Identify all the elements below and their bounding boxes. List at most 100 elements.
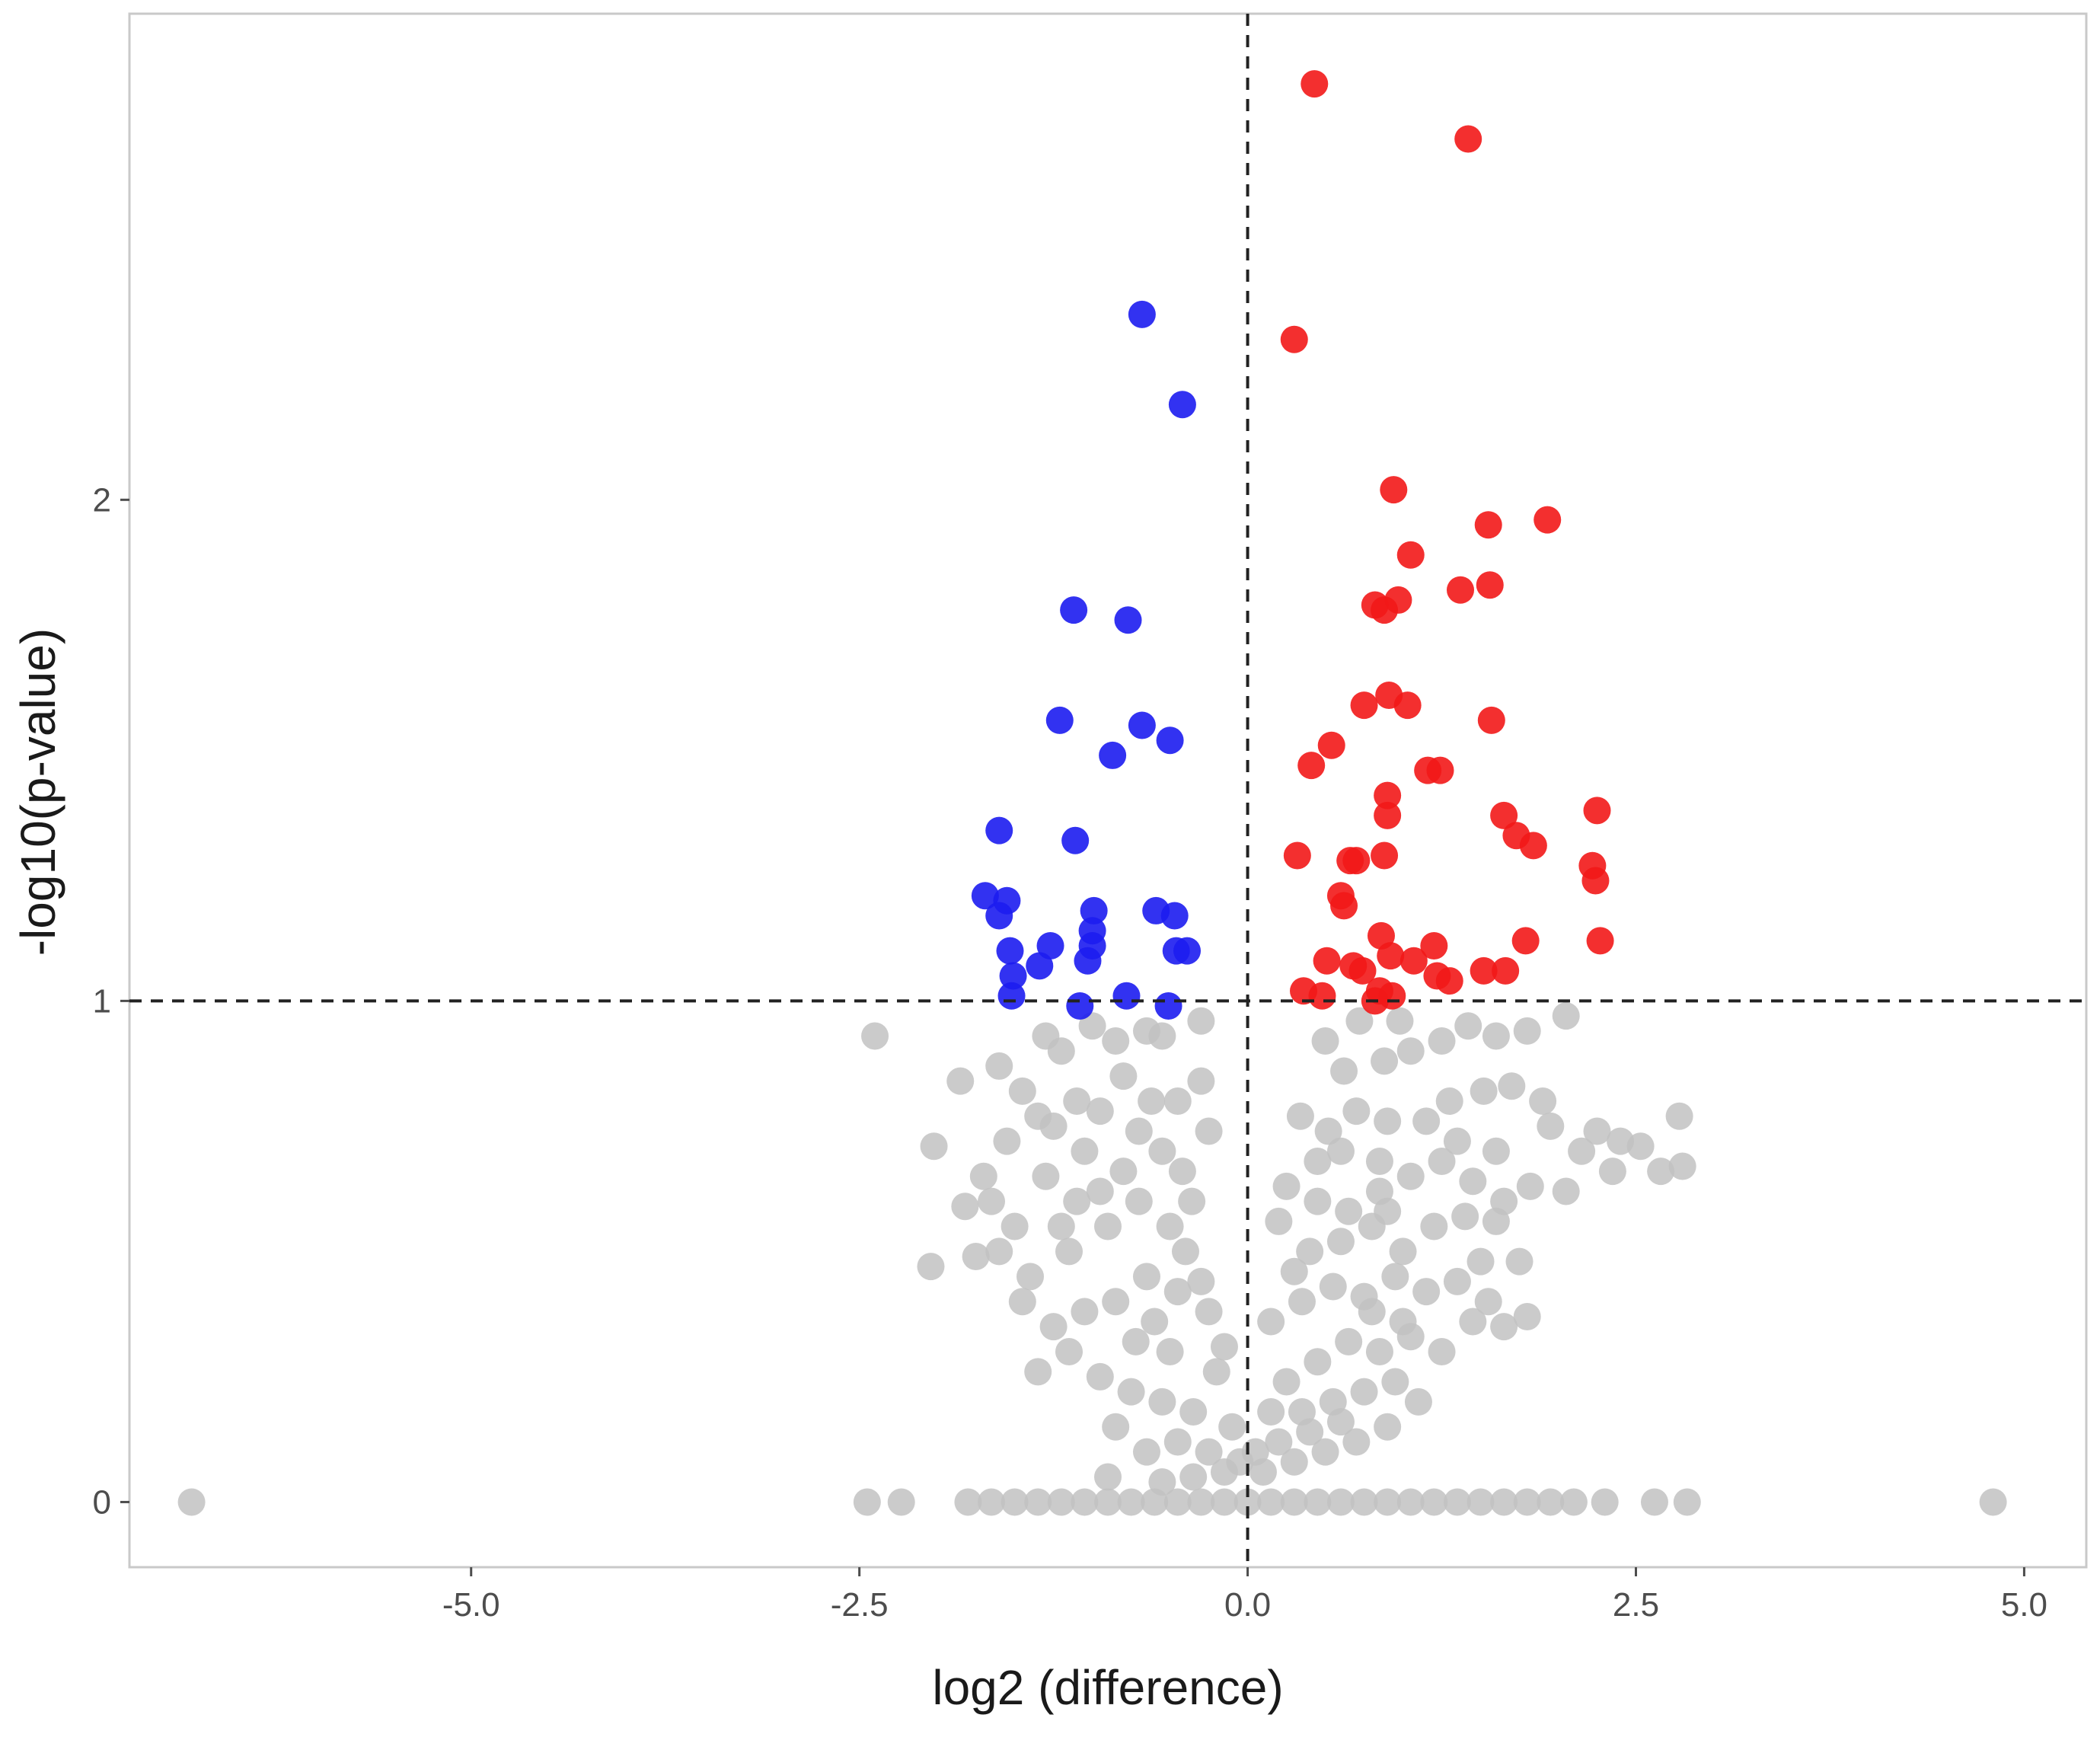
ns-point xyxy=(1001,1488,1029,1516)
ns-point xyxy=(1568,1137,1596,1165)
up-point xyxy=(1342,847,1371,875)
ns-point xyxy=(1474,1288,1502,1316)
ns-point xyxy=(1187,1488,1215,1516)
ns-point xyxy=(1265,1207,1293,1235)
down-point xyxy=(1026,952,1054,980)
ns-point xyxy=(1086,1177,1114,1205)
ns-point xyxy=(1168,1157,1196,1186)
ns-point xyxy=(1094,1488,1122,1516)
up-point xyxy=(1534,506,1562,534)
series-down xyxy=(971,300,1202,1020)
ns-point xyxy=(1466,1247,1495,1276)
down-point xyxy=(1160,902,1189,930)
ns-point xyxy=(1668,1152,1696,1180)
ns-point xyxy=(1326,1488,1355,1516)
ns-point xyxy=(1156,1212,1184,1241)
down-point xyxy=(1036,932,1064,960)
ns-point xyxy=(1326,1137,1355,1165)
ns-point xyxy=(1358,1298,1386,1326)
ns-point xyxy=(1024,1358,1052,1386)
ns-point xyxy=(1288,1288,1316,1316)
y-tick-label: 0 xyxy=(93,1483,111,1521)
up-point xyxy=(1301,70,1329,98)
ns-point xyxy=(1386,1007,1414,1035)
up-point xyxy=(1420,932,1448,960)
down-point xyxy=(997,982,1026,1010)
ns-point xyxy=(1102,1027,1130,1055)
series-up xyxy=(1280,70,1614,1015)
ns-point xyxy=(1055,1237,1084,1266)
y-tick-label: 1 xyxy=(93,982,111,1020)
down-point xyxy=(996,937,1024,965)
ns-point xyxy=(1412,1107,1441,1135)
down-point xyxy=(1168,391,1196,419)
ns-point xyxy=(951,1193,979,1221)
ns-point xyxy=(1148,1022,1176,1050)
ns-point xyxy=(1559,1488,1588,1516)
up-point xyxy=(1280,325,1308,353)
ns-point xyxy=(1513,1488,1541,1516)
ns-point xyxy=(1326,1408,1355,1436)
ns-point xyxy=(1365,1338,1393,1366)
ns-point xyxy=(1435,1087,1463,1115)
down-point xyxy=(1128,711,1156,739)
x-axis-ticks: -5.0 -2.5 0.0 2.5 5.0 xyxy=(442,1567,2047,1624)
ns-point xyxy=(1141,1308,1169,1336)
x-tick-label: 5.0 xyxy=(2001,1586,2047,1624)
ns-point xyxy=(1132,1263,1160,1291)
y-tick-label: 2 xyxy=(93,481,111,519)
ns-point xyxy=(1374,1197,1402,1225)
down-point xyxy=(1074,947,1102,975)
ns-point xyxy=(1454,1012,1482,1040)
ns-point xyxy=(1078,1012,1106,1040)
ns-point xyxy=(1326,1228,1355,1256)
ns-point xyxy=(1516,1172,1544,1200)
up-point xyxy=(1583,797,1611,825)
ns-point xyxy=(1234,1488,1262,1516)
ns-point xyxy=(1163,1278,1192,1306)
ns-point xyxy=(1304,1147,1332,1175)
ns-point xyxy=(1148,1137,1176,1165)
ns-point xyxy=(1086,1097,1114,1126)
up-point xyxy=(1384,586,1412,614)
down-point xyxy=(1045,706,1074,734)
ns-point xyxy=(1404,1387,1432,1416)
ns-point xyxy=(1365,1147,1393,1175)
down-point xyxy=(1061,826,1090,854)
ns-point xyxy=(1374,1488,1402,1516)
ns-point xyxy=(1102,1413,1130,1441)
up-point xyxy=(1477,706,1505,734)
ns-point xyxy=(1047,1037,1075,1065)
down-point xyxy=(985,816,1013,845)
ns-point xyxy=(920,1132,948,1161)
ns-point xyxy=(985,1052,1013,1080)
ns-point xyxy=(1304,1488,1332,1516)
ns-point xyxy=(1412,1278,1441,1306)
up-point xyxy=(1313,947,1341,975)
ns-point xyxy=(1311,1438,1339,1466)
ns-point xyxy=(1210,1488,1238,1516)
ns-point xyxy=(1498,1072,1526,1100)
ns-point xyxy=(993,1127,1021,1155)
ns-point xyxy=(1482,1137,1510,1165)
ns-point xyxy=(1195,1298,1223,1326)
ns-point xyxy=(1008,1077,1036,1105)
ns-point xyxy=(1001,1212,1029,1241)
ns-point xyxy=(1257,1398,1285,1426)
x-tick-label: -2.5 xyxy=(831,1586,889,1624)
ns-point xyxy=(1039,1112,1068,1140)
ns-point xyxy=(1529,1087,1557,1115)
ns-point xyxy=(1148,1468,1176,1496)
x-tick-label: 0.0 xyxy=(1224,1586,1271,1624)
ns-point xyxy=(1598,1157,1626,1186)
ns-point xyxy=(1345,1007,1374,1035)
ns-point xyxy=(1178,1187,1206,1215)
ns-point xyxy=(1647,1157,1675,1186)
ns-point xyxy=(1552,1002,1580,1030)
ns-point xyxy=(1296,1237,1324,1266)
x-tick-label: -5.0 xyxy=(442,1586,500,1624)
ns-point xyxy=(1342,1428,1371,1456)
ns-point xyxy=(1314,1117,1342,1145)
ns-point xyxy=(1319,1272,1347,1301)
ns-point xyxy=(1187,1007,1215,1035)
